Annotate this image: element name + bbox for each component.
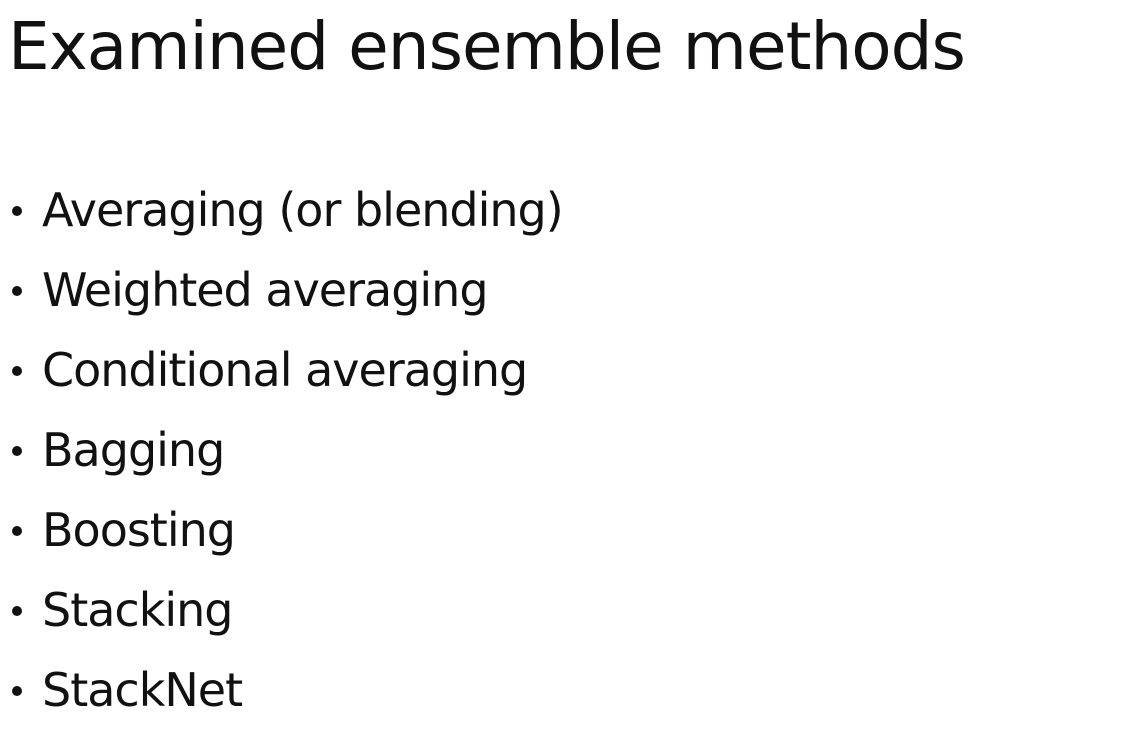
slide-title: Examined ensemble methods	[8, 8, 966, 85]
list-item: Averaging (or blending)	[8, 170, 564, 250]
list-item: Conditional averaging	[8, 330, 563, 410]
list-item: StackNet	[8, 650, 563, 730]
bullet-icon	[12, 286, 22, 296]
list-item: Weighted averaging	[8, 250, 563, 330]
bullet-icon	[12, 526, 22, 536]
list-item: Boosting	[8, 490, 563, 570]
bullet-text: Boosting	[42, 503, 236, 557]
bullet-text: Averaging (or blending)	[42, 183, 564, 237]
bullet-text: Bagging	[42, 423, 225, 477]
bullet-icon	[12, 606, 22, 616]
bullet-icon	[12, 686, 22, 696]
bullet-text: Weighted averaging	[42, 263, 489, 317]
bullet-text: Stacking	[42, 583, 233, 637]
bullet-text: StackNet	[42, 663, 243, 717]
list-item: Stacking	[8, 570, 563, 650]
bullet-icon	[12, 446, 22, 456]
bullet-text: Conditional averaging	[42, 343, 528, 397]
bullet-icon	[12, 206, 22, 216]
bullet-icon	[12, 366, 22, 376]
list-item: Bagging	[8, 410, 563, 490]
bullet-list: Averaging (or blending) Weighted averagi…	[8, 170, 564, 730]
